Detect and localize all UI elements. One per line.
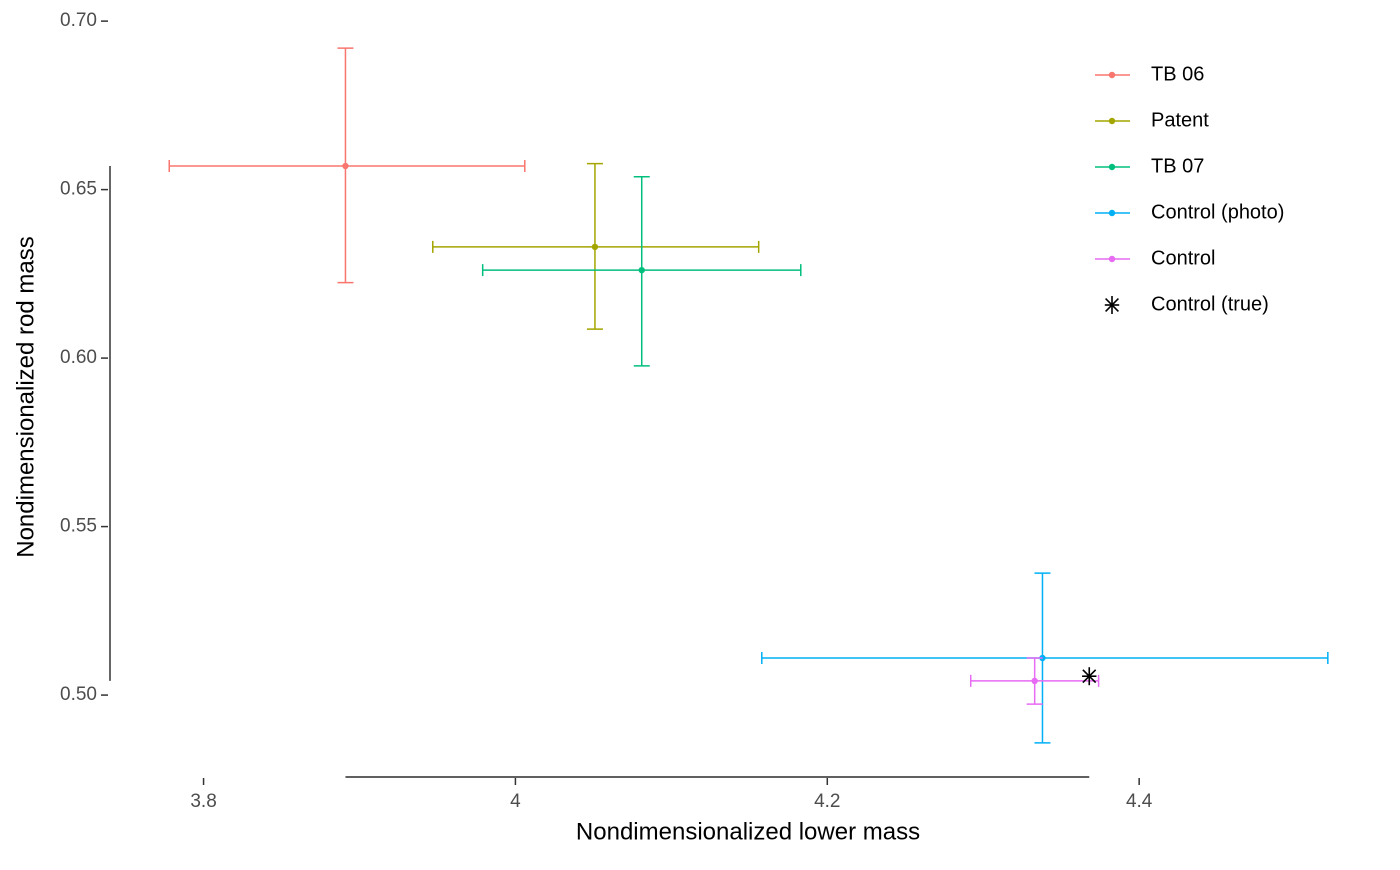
y-tick-label: 0.70 bbox=[60, 10, 97, 31]
x-tick-label: 4.2 bbox=[814, 791, 840, 812]
point bbox=[1031, 677, 1038, 685]
point bbox=[342, 162, 349, 170]
y-tick-label: 0.60 bbox=[60, 347, 97, 368]
asterisk-point bbox=[1104, 296, 1120, 314]
y-tick-label: 0.50 bbox=[60, 684, 97, 705]
legend-label: Control (true) bbox=[1151, 293, 1269, 315]
legend-key-point bbox=[1108, 163, 1116, 171]
x-tick-label: 3.8 bbox=[190, 791, 216, 812]
x-tick-label: 4 bbox=[510, 791, 521, 812]
x-tick-label: 4.4 bbox=[1126, 791, 1153, 812]
legend-label: TB 06 bbox=[1151, 63, 1204, 85]
legend-key-point bbox=[1108, 209, 1116, 217]
legend-label: TB 07 bbox=[1151, 155, 1204, 177]
point bbox=[638, 266, 645, 274]
point bbox=[591, 243, 599, 251]
legend-key-point bbox=[1108, 255, 1116, 263]
y-tick-label: 0.65 bbox=[60, 179, 97, 200]
x-axis-title: Nondimensionalized lower mass bbox=[576, 818, 920, 845]
legend-label: Patent bbox=[1151, 109, 1209, 131]
asterisk-point bbox=[1082, 667, 1097, 686]
legend-key-point bbox=[1108, 71, 1116, 79]
legend-key-point bbox=[1108, 117, 1116, 125]
y-axis-title: Nondimensionalized rod mass bbox=[12, 236, 39, 558]
y-tick-label: 0.55 bbox=[60, 516, 97, 537]
legend-label: Control (photo) bbox=[1151, 201, 1284, 223]
legend-label: Control bbox=[1151, 247, 1215, 269]
